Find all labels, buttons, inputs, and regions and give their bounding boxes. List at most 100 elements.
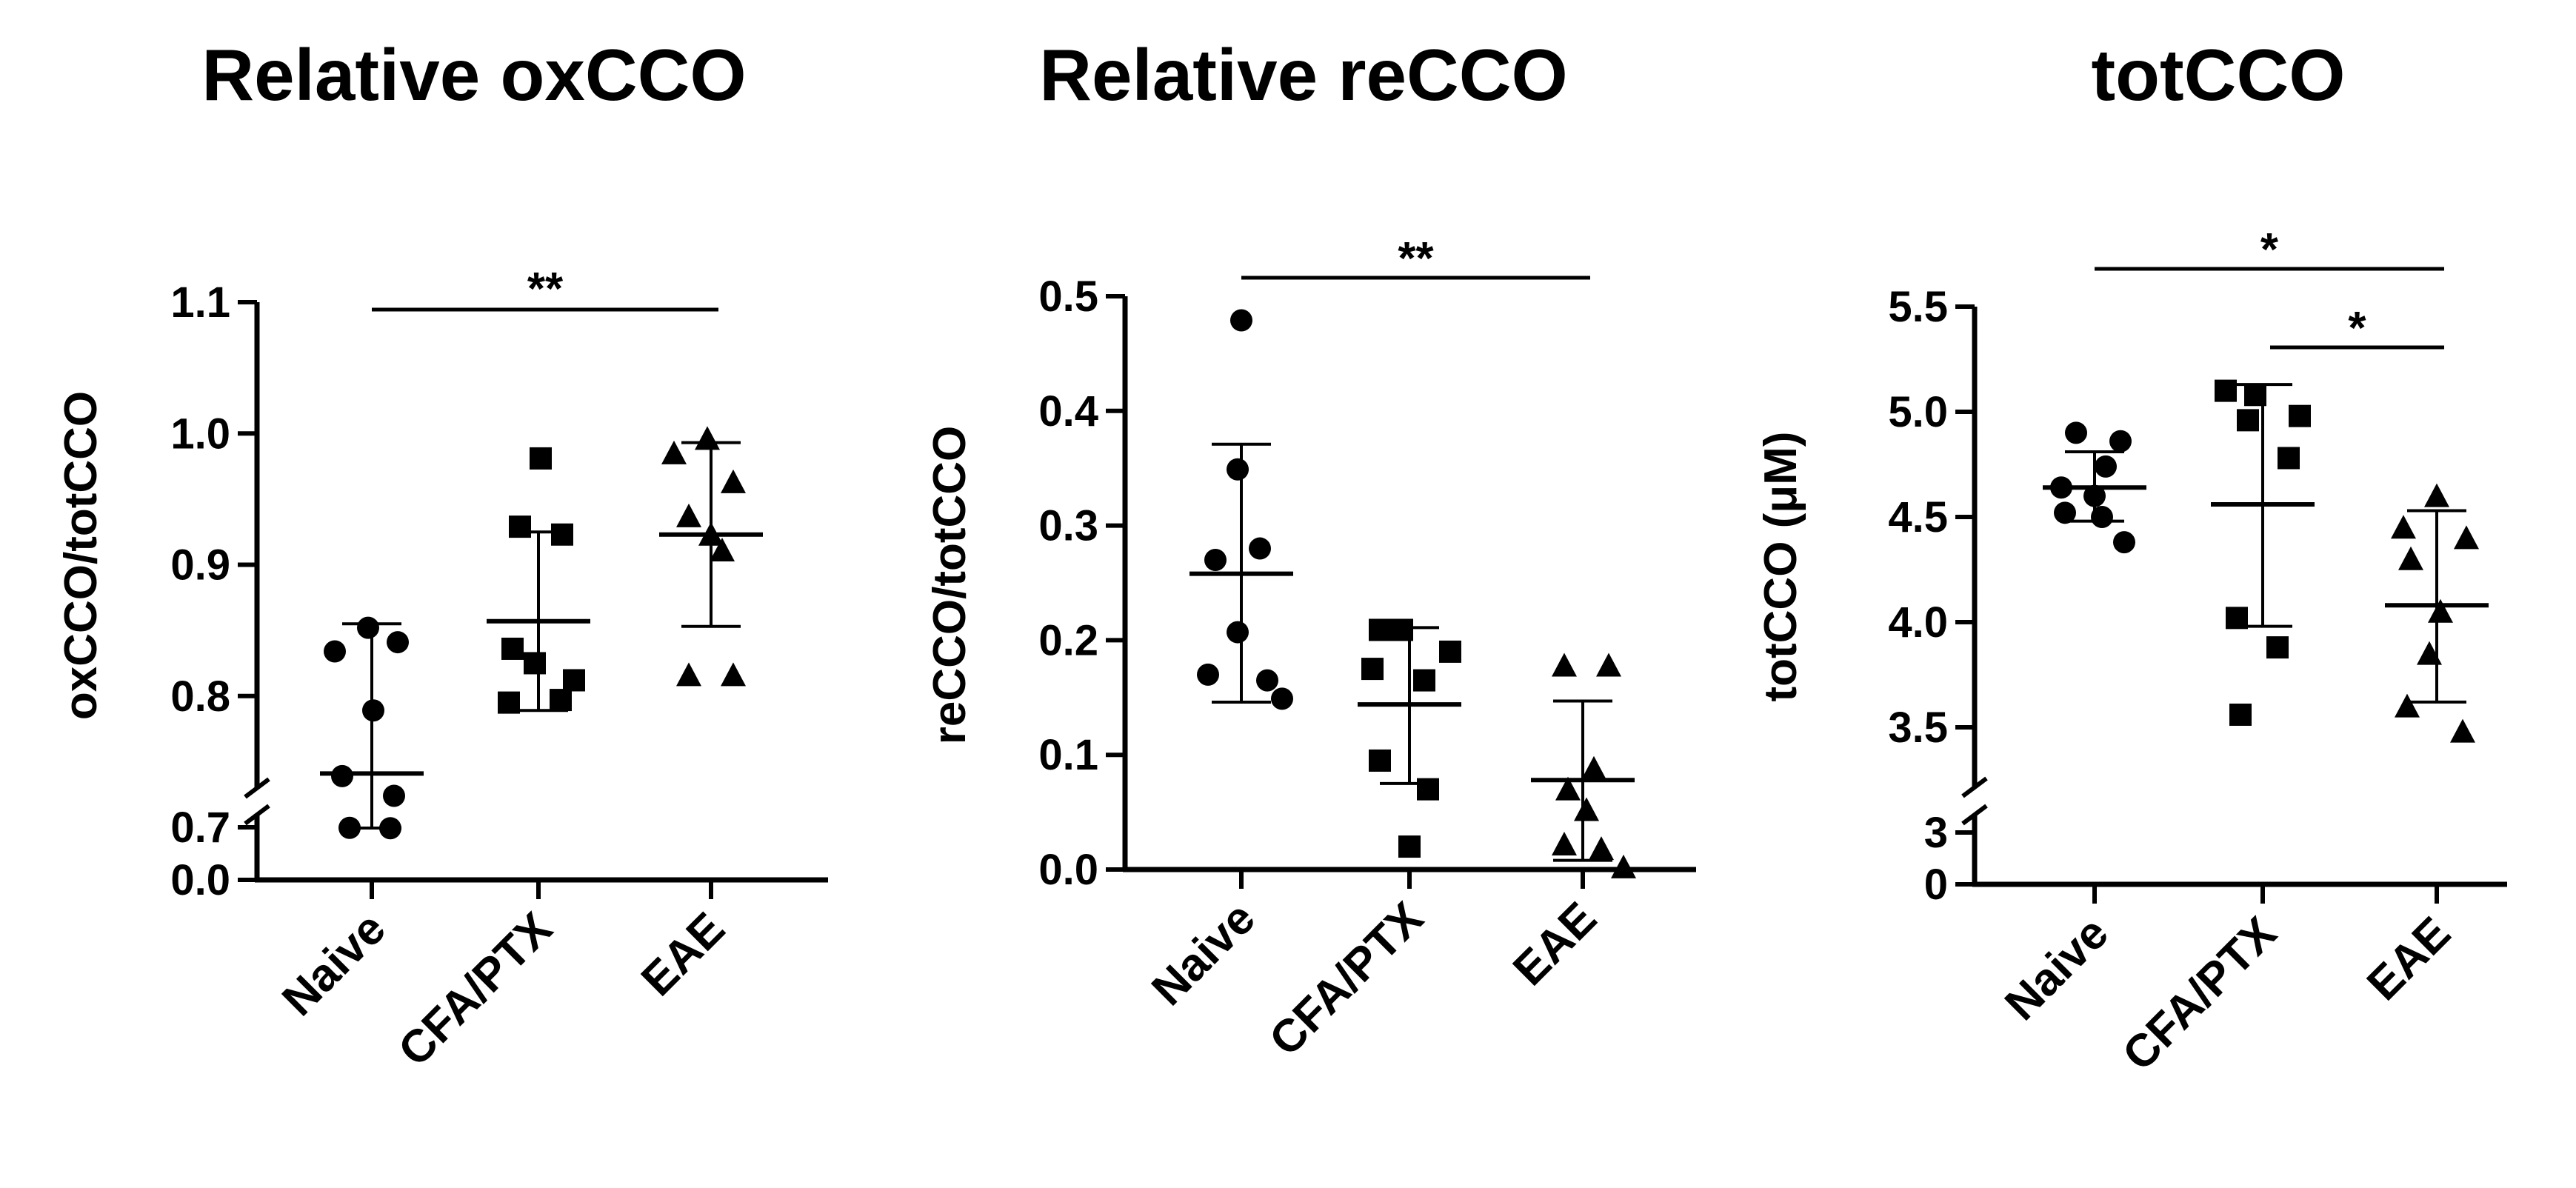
y-tick-label: 3.5 (1888, 704, 1948, 752)
data-point-square (1398, 835, 1421, 858)
y-tick-label: 0 (1924, 861, 1948, 909)
data-point-square (2215, 379, 2237, 402)
data-point-triangle (2395, 693, 2420, 718)
data-point-triangle (2391, 515, 2416, 539)
data-point-triangle (2454, 525, 2479, 550)
data-point-circle (357, 616, 379, 639)
data-point-square (550, 689, 572, 712)
data-point-square (1413, 669, 1435, 692)
data-point-square (530, 447, 552, 470)
data-point-square (2237, 409, 2259, 432)
y-tick-label: 0.5 (1038, 273, 1098, 321)
data-point-triangle (1574, 797, 1599, 821)
data-point-square (498, 691, 520, 714)
data-point-circle (2095, 455, 2117, 478)
data-point-circle (1230, 309, 1252, 332)
significance-label: ** (527, 264, 564, 315)
y-axis-label: oxCCO/totCCO (56, 391, 107, 720)
data-point-circle (379, 817, 401, 840)
y-tick-label: 1.1 (170, 278, 230, 327)
data-point-circle (2091, 506, 2113, 528)
x-tick-label: EAE (2358, 907, 2460, 1010)
x-tick-label: CFA/PTX (1260, 892, 1433, 1066)
data-point-circle (338, 816, 361, 839)
y-tick-label: 5.5 (1888, 283, 1948, 331)
data-point-square (2226, 607, 2248, 630)
data-point-circle (1249, 537, 1271, 560)
data-point-square (501, 637, 524, 660)
panel-relative-recco: Relative reCCO reCCO/totCCO 0.5 0.4 0.3 0.2… (924, 34, 1696, 1066)
data-point-square (1361, 658, 1384, 681)
panel-totcco: totCCO totCCO (μM) 5.5 5.0 4.5 4.0 3.5 30 Naiv… (1755, 34, 2507, 1081)
data-point-square (2278, 447, 2300, 470)
data-point-square (1391, 618, 1413, 641)
significance-label: * (2260, 224, 2279, 276)
data-point-square (1417, 778, 1439, 801)
x-tick-label: Naive (1142, 892, 1265, 1015)
axis-break-mark (244, 777, 270, 799)
y-tick-label: 0.3 (1038, 502, 1098, 550)
data-point-triangle (1596, 653, 1621, 677)
data-point-circle (362, 699, 384, 722)
data-point-triangle (698, 521, 724, 546)
significance-label: * (2348, 303, 2366, 354)
data-point-circle (387, 631, 409, 654)
y-tick-label: 5.0 (1888, 388, 1948, 436)
x-tick-label: CFA/PTX (389, 903, 562, 1076)
y-tick-label: 0.0 (1038, 846, 1098, 894)
data-point-square (1369, 618, 1391, 641)
data-point-circle (331, 764, 353, 787)
y-tick-label: 4.5 (1888, 493, 1948, 541)
data-point-triangle (1581, 755, 1606, 780)
data-point-triangle (721, 469, 746, 493)
y-tick-label: 0.8 (170, 673, 230, 721)
data-point-circle (2113, 531, 2135, 554)
data-point-triangle (1552, 831, 1577, 855)
data-point-triangle (695, 426, 720, 450)
data-point-triangle (2450, 718, 2475, 743)
y-tick-label: 0.4 (1038, 387, 1098, 436)
y-tick-label: 0.7 (170, 804, 230, 852)
data-point-triangle (1552, 653, 1577, 677)
data-point-square (509, 515, 531, 538)
data-point-circle (324, 640, 346, 663)
data-point-circle (1197, 663, 1219, 686)
data-point-square (2289, 404, 2311, 427)
significance-label: ** (1398, 233, 1434, 284)
y-axis-label: reCCO/totCCO (924, 426, 975, 745)
data-point-triangle (1611, 854, 1636, 878)
data-point-triangle (2424, 483, 2449, 507)
chart-title: Relative reCCO (1039, 34, 1568, 116)
data-point-circle (1227, 458, 1249, 481)
y-tick-label: 0.9 (170, 541, 230, 590)
y-tick-label: 0.2 (1038, 616, 1098, 664)
data-point-circle (2050, 476, 2072, 499)
data-point-circle (1204, 549, 1227, 572)
data-point-triangle (710, 538, 735, 562)
data-point-triangle (676, 503, 701, 527)
data-point-triangle (721, 662, 746, 687)
data-point-square (524, 652, 546, 675)
x-tick-label: CFA/PTX (2113, 907, 2286, 1081)
y-tick-label: 4.0 (1888, 598, 1948, 647)
panel-relative-oxcco: Relative oxCCO oxCCO/totCCO 1.1 1.0 0.9 0.8… (56, 34, 828, 1076)
axis-break-mark (244, 804, 270, 826)
data-point-triangle (2417, 641, 2442, 665)
y-tick-label: 3 (1924, 809, 1948, 857)
data-point-triangle (2428, 598, 2453, 623)
data-point-circle (1227, 621, 1249, 644)
data-point-square (1369, 749, 1391, 772)
data-point-square (2229, 703, 2252, 726)
data-point-square (563, 669, 585, 692)
data-point-circle (383, 784, 405, 807)
y-axis-label: totCCO (μM) (1755, 431, 1806, 701)
data-point-triangle (1555, 776, 1581, 801)
x-tick-label: Naive (273, 903, 396, 1026)
data-point-circle (2109, 430, 2132, 453)
data-point-square (551, 523, 573, 546)
data-point-circle (2054, 501, 2076, 524)
data-point-square (2244, 384, 2266, 407)
data-point-triangle (661, 440, 687, 464)
data-point-triangle (2398, 546, 2423, 570)
